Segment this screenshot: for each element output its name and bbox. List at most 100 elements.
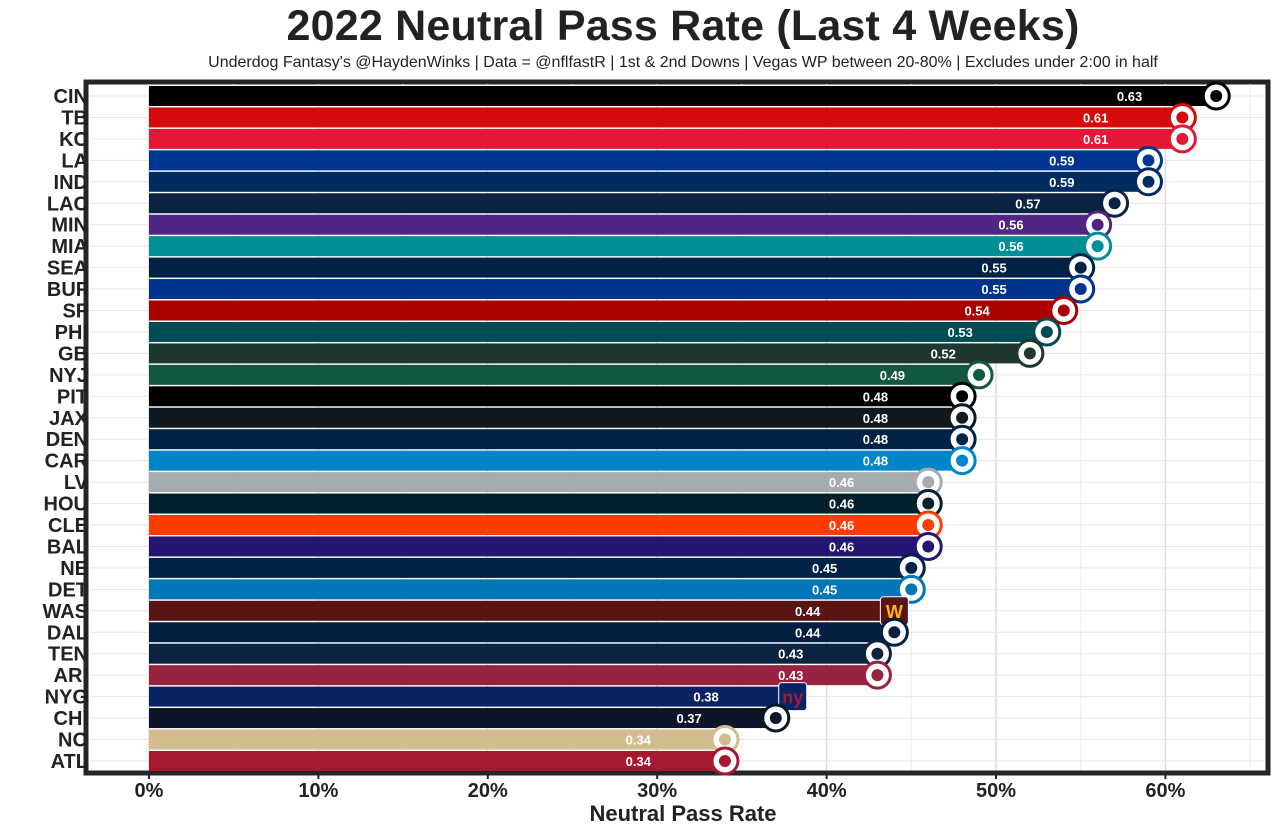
y-tick-sea: SEA — [47, 258, 88, 280]
y-tick-den: DEN — [46, 429, 88, 451]
x-axis-ticks: 0% 10% 20% 30% 40% 50% 60% — [135, 773, 1186, 802]
value-label-mia: 0.56 — [998, 239, 1023, 254]
x-tick-label: 60% — [1145, 780, 1185, 802]
y-tick-bal: BAL — [47, 536, 88, 558]
bar-jax — [149, 407, 963, 428]
bar-den — [149, 429, 963, 450]
bar-no — [149, 729, 725, 750]
bar-mia — [149, 236, 1098, 257]
nyj-logo-icon — [964, 360, 994, 390]
y-tick-pit: PIT — [57, 386, 88, 408]
bar-pit — [149, 386, 963, 407]
ari-logo-icon — [862, 660, 892, 690]
value-label-det: 0.45 — [812, 582, 837, 597]
y-tick-gb: GB — [58, 343, 88, 365]
was-logo-icon: W — [879, 596, 909, 626]
value-label-bal: 0.46 — [829, 539, 854, 554]
value-label-ten: 0.43 — [778, 647, 803, 662]
value-label-lv: 0.46 — [829, 475, 854, 490]
bar-cin — [149, 86, 1217, 106]
value-label-sea: 0.55 — [981, 261, 1006, 276]
value-label-chi: 0.37 — [676, 711, 701, 726]
bar-sf — [149, 300, 1064, 321]
value-label-sf: 0.54 — [964, 304, 990, 319]
phi-logo-icon — [1032, 317, 1062, 347]
ind-logo-icon — [1133, 167, 1163, 197]
y-tick-phi: PHI — [55, 322, 88, 344]
value-label-nyj: 0.49 — [880, 368, 905, 383]
y-tick-dal: DAL — [47, 622, 88, 644]
cin-logo-icon — [1201, 81, 1231, 111]
y-tick-cin: CIN — [54, 86, 88, 108]
y-tick-chi: CHI — [54, 708, 88, 730]
bar-ari — [149, 665, 878, 686]
y-tick-ari: ARI — [54, 665, 88, 687]
y-tick-ten: TEN — [48, 644, 88, 666]
y-tick-jax: JAX — [49, 408, 89, 430]
value-label-tb: 0.61 — [1083, 110, 1108, 125]
x-tick-label: 10% — [298, 780, 338, 802]
bar-lv — [149, 472, 929, 493]
bar-tb — [149, 107, 1183, 128]
bar-atl — [149, 750, 725, 771]
y-tick-cle: CLE — [48, 515, 88, 537]
chi-logo-icon — [761, 703, 791, 733]
bar-nyj — [149, 364, 980, 385]
y-tick-atl: ATL — [51, 751, 88, 773]
team-logos: Wny — [710, 81, 1231, 776]
value-label-jax: 0.48 — [863, 411, 888, 426]
value-labels: 0.63 0.61 0.61 0.59 0.59 0.57 0.56 0.56 0.55 0.55… — [626, 89, 1143, 769]
y-tick-car: CAR — [45, 451, 89, 473]
bal-logo-icon — [913, 531, 943, 561]
y-tick-mia: MIA — [51, 236, 88, 258]
y-tick-nyj: NYJ — [49, 365, 88, 387]
bar-det — [149, 579, 912, 600]
y-tick-det: DET — [48, 579, 88, 601]
y-tick-tb: TB — [61, 107, 88, 129]
bar-min — [149, 214, 1098, 235]
y-tick-sf: SF — [62, 301, 88, 323]
nyg-logo-icon: ny — [778, 682, 808, 712]
bar-ind — [149, 171, 1149, 192]
x-tick-label: 40% — [807, 780, 847, 802]
bar-bal — [149, 536, 929, 557]
sf-logo-icon — [1049, 296, 1079, 325]
bar-ne — [149, 557, 912, 578]
bar-was — [149, 600, 895, 621]
bar-buf — [149, 279, 1081, 300]
x-axis-title: Neutral Pass Rate — [589, 801, 777, 826]
bar-ten — [149, 643, 878, 664]
chart-title: 2022 Neutral Pass Rate (Last 4 Weeks) — [286, 2, 1080, 50]
y-axis-ticks: CINTBKCLAINDLACMINMIASEABUFSFPHIGBNYJPIT… — [42, 86, 88, 773]
value-label-ind: 0.59 — [1049, 175, 1074, 190]
lac-logo-icon — [1100, 188, 1130, 218]
y-tick-hou: HOU — [44, 494, 88, 516]
value-label-ne: 0.45 — [812, 561, 837, 576]
dal-logo-icon — [879, 617, 909, 647]
y-tick-buf: BUF — [47, 279, 88, 301]
bar-hou — [149, 493, 929, 514]
gb-logo-icon — [1015, 338, 1045, 368]
value-label-dal: 0.44 — [795, 625, 821, 640]
x-tick-label: 50% — [976, 780, 1016, 802]
bar-la — [149, 150, 1149, 171]
value-label-lac: 0.57 — [1015, 196, 1040, 211]
svg-text:W: W — [886, 602, 903, 622]
value-label-hou: 0.46 — [829, 497, 854, 512]
car-logo-icon — [947, 446, 977, 476]
kc-logo-icon — [1167, 124, 1197, 154]
chart-subtitle: Underdog Fantasy's @HaydenWinks | Data =… — [208, 54, 1158, 71]
value-label-nyg: 0.38 — [693, 690, 718, 705]
pit-logo-icon — [947, 381, 977, 411]
y-tick-ne: NE — [60, 558, 88, 580]
value-label-cle: 0.46 — [829, 518, 854, 533]
y-tick-nyg: NYG — [45, 687, 88, 709]
y-tick-no: NO — [58, 730, 88, 752]
bar-nyg — [149, 686, 793, 707]
bar-car — [149, 450, 963, 471]
y-tick-la: LA — [61, 150, 88, 172]
y-tick-was: WAS — [42, 601, 88, 623]
x-tick-label: 30% — [637, 780, 677, 802]
det-logo-icon — [896, 574, 926, 604]
